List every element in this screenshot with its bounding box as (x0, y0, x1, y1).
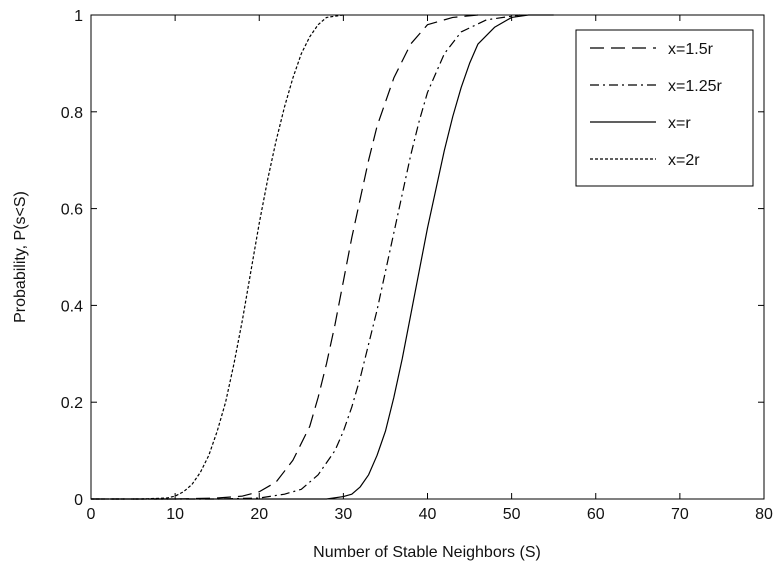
series-lines (91, 14, 554, 500)
x-tick-label: 80 (755, 506, 773, 523)
x-tick-label: 60 (587, 506, 605, 523)
series-line-x-1-25r (91, 14, 521, 500)
series-line-x-r (91, 14, 554, 500)
legend-box (575, 29, 754, 187)
y-tick-label: 0.2 (61, 395, 83, 412)
x-tick-label: 20 (250, 506, 268, 523)
x-tick-label: 30 (334, 506, 352, 523)
x-tick-label: 40 (419, 506, 437, 523)
y-tick-label: 0.8 (61, 105, 83, 122)
y-tick-label: 0.6 (61, 202, 83, 219)
legend: x=1.5r x=1.25r x=r x=2r (575, 29, 754, 187)
legend-label: x=1.5r (668, 41, 714, 58)
y-axis-label: Probability, P(s<S) (12, 191, 29, 323)
y-tick-label: 1 (74, 8, 83, 25)
legend-label: x=1.25r (668, 78, 722, 95)
legend-label: x=r (668, 115, 691, 132)
y-tick-label: 0 (74, 492, 83, 509)
series-line-x-1-5r (91, 14, 479, 500)
x-axis-label: Number of Stable Neighbors (S) (313, 544, 541, 561)
x-tick-label: 50 (503, 506, 521, 523)
legend-label: x=2r (668, 152, 700, 169)
series-line-x-2r (91, 14, 344, 500)
x-tick-label: 70 (671, 506, 689, 523)
x-tick-label: 10 (166, 506, 184, 523)
x-tick-label: 0 (87, 506, 96, 523)
y-tick-label: 0.4 (61, 298, 83, 315)
